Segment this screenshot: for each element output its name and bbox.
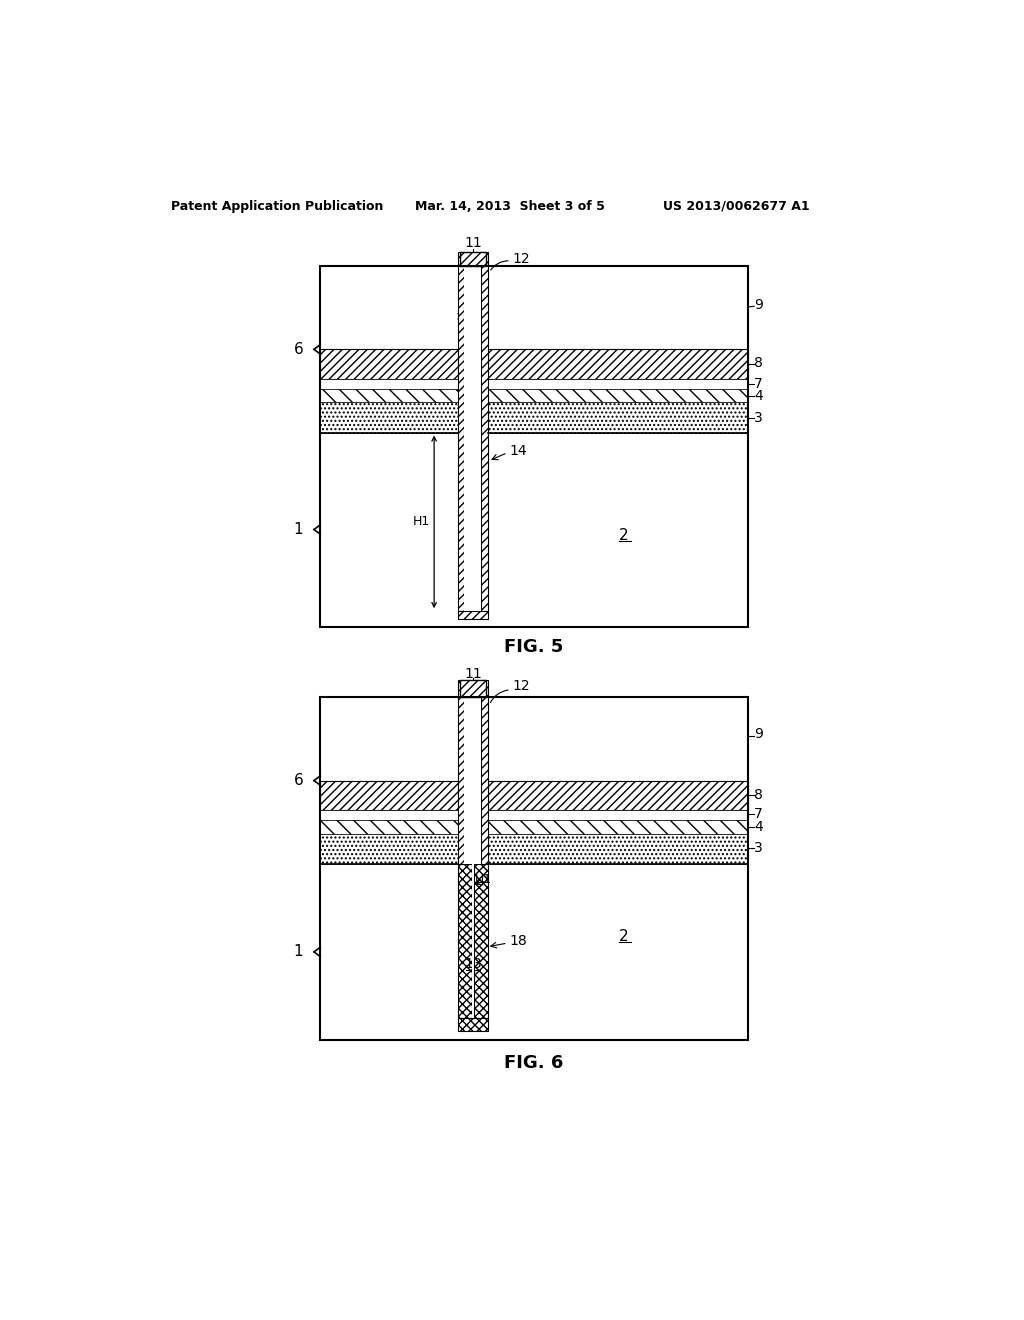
Bar xyxy=(321,388,458,403)
Bar xyxy=(487,834,748,863)
Bar xyxy=(487,350,748,379)
Bar xyxy=(321,834,458,863)
Text: H1: H1 xyxy=(413,515,430,528)
Text: W1: W1 xyxy=(463,310,483,323)
Text: 4: 4 xyxy=(755,388,763,403)
Text: 18: 18 xyxy=(509,933,527,948)
Text: 9: 9 xyxy=(755,727,763,742)
Text: W3: W3 xyxy=(463,529,483,543)
Bar xyxy=(321,820,458,834)
Bar xyxy=(321,810,458,820)
Text: 6: 6 xyxy=(294,774,303,788)
Text: 2: 2 xyxy=(620,928,629,944)
Bar xyxy=(458,1019,487,1031)
Text: 7: 7 xyxy=(755,378,763,391)
Bar xyxy=(458,680,464,863)
Text: Patent Application Publication: Patent Application Publication xyxy=(171,199,383,213)
Bar xyxy=(321,697,748,1040)
Bar xyxy=(321,697,748,1040)
Text: US 2013/0062677 A1: US 2013/0062677 A1 xyxy=(663,199,809,213)
Text: U1: U1 xyxy=(474,873,492,886)
Text: 12: 12 xyxy=(512,678,530,693)
Text: 9: 9 xyxy=(755,298,763,312)
Text: 1: 1 xyxy=(294,521,303,537)
Bar xyxy=(321,403,458,433)
Bar xyxy=(487,820,748,834)
Text: 1: 1 xyxy=(294,944,303,960)
Bar xyxy=(464,680,481,863)
Text: 13: 13 xyxy=(464,957,481,970)
Bar xyxy=(321,379,458,388)
Bar xyxy=(464,252,481,611)
Bar xyxy=(458,863,472,1019)
Bar xyxy=(321,350,458,379)
Bar xyxy=(460,252,486,267)
Bar xyxy=(321,267,748,627)
Text: FIG. 6: FIG. 6 xyxy=(505,1055,564,1072)
Text: 14: 14 xyxy=(509,444,527,458)
Bar xyxy=(487,379,748,388)
Bar xyxy=(487,403,748,433)
Text: 8: 8 xyxy=(755,356,763,370)
Text: 6: 6 xyxy=(294,342,303,356)
Bar xyxy=(458,252,464,611)
Text: FIG. 5: FIG. 5 xyxy=(505,639,564,656)
Text: 7: 7 xyxy=(755,808,763,821)
Bar xyxy=(460,680,486,697)
Bar xyxy=(487,780,748,810)
Text: 4: 4 xyxy=(755,820,763,834)
Text: 12: 12 xyxy=(512,252,530,265)
Bar xyxy=(487,388,748,403)
Text: 11: 11 xyxy=(464,668,481,681)
Text: 2: 2 xyxy=(620,528,629,544)
Bar xyxy=(472,863,474,1019)
Bar xyxy=(321,267,748,627)
Text: Mar. 14, 2013  Sheet 3 of 5: Mar. 14, 2013 Sheet 3 of 5 xyxy=(415,199,604,213)
Bar xyxy=(481,252,487,611)
Text: 8: 8 xyxy=(755,788,763,803)
Text: 3: 3 xyxy=(755,411,763,425)
Bar xyxy=(481,680,487,863)
Text: 11: 11 xyxy=(464,236,481,249)
Bar xyxy=(474,863,487,1019)
Text: 3: 3 xyxy=(755,841,763,855)
Bar xyxy=(321,780,458,810)
Text: 13: 13 xyxy=(464,506,481,520)
Bar xyxy=(487,810,748,820)
Bar xyxy=(458,611,487,619)
